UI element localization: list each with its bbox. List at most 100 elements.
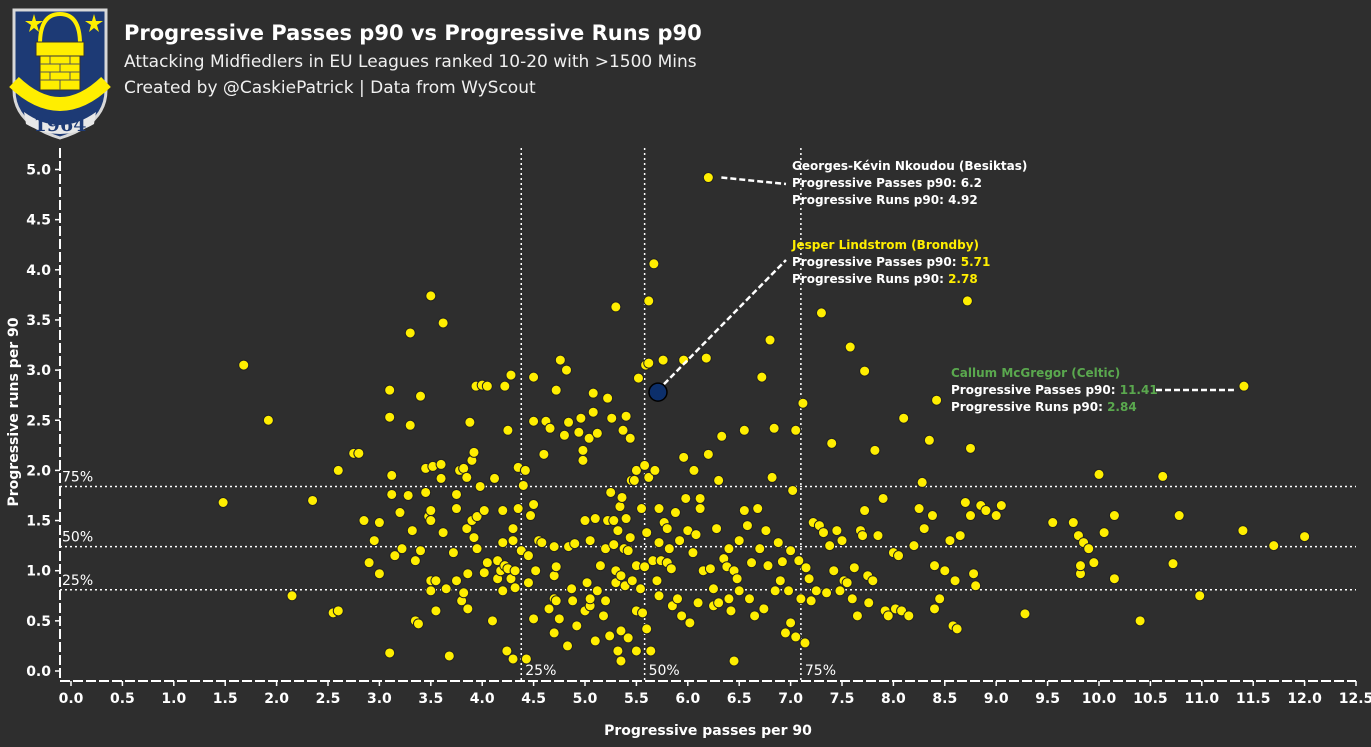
data-point [286, 590, 298, 602]
data-point [575, 412, 587, 424]
y-tick-label: 1.0 [26, 564, 51, 580]
data-point [779, 627, 791, 639]
data-point [776, 556, 788, 568]
data-point [893, 550, 905, 562]
data-point [831, 525, 843, 537]
data-point [404, 419, 416, 431]
data-point [1238, 380, 1250, 392]
data-point [584, 593, 596, 605]
data-point [550, 561, 562, 573]
x-tick-label: 6.5 [727, 691, 752, 707]
data-point [577, 454, 589, 466]
data-point [968, 568, 980, 580]
data-point [826, 437, 838, 449]
data-point [643, 295, 655, 307]
data-point [435, 472, 447, 484]
highlight-point [648, 382, 668, 402]
data-point [702, 448, 714, 460]
data-point [451, 575, 462, 587]
data-point [509, 582, 521, 594]
data-point [641, 623, 653, 635]
data-point [566, 583, 578, 595]
data-point [571, 620, 583, 632]
x-tick-label: 12.0 [1287, 691, 1322, 707]
annotation-runs-label: Progressive Runs p90: [792, 193, 948, 207]
data-point [384, 647, 396, 659]
chart-subtitle: Attacking Midfiedlers in EU Leagues rank… [124, 52, 697, 72]
data-point [723, 593, 735, 605]
data-point [522, 550, 534, 562]
data-point [752, 503, 764, 515]
data-point [461, 471, 473, 483]
data-point [684, 617, 696, 629]
data-point [939, 565, 951, 577]
data-point [711, 523, 723, 535]
data-point [440, 583, 452, 595]
data-point [620, 513, 632, 525]
y-tick-label: 2.0 [26, 463, 51, 479]
data-point [669, 507, 681, 519]
data-point [505, 369, 517, 381]
data-point [598, 610, 610, 622]
data-point [425, 505, 437, 517]
data-point [353, 447, 365, 459]
data-point [637, 607, 649, 619]
data-point [760, 525, 772, 537]
data-point [824, 540, 836, 552]
data-point [610, 301, 622, 313]
data-point [548, 570, 560, 582]
data-point [688, 464, 700, 476]
data-point [649, 464, 661, 476]
data-point [805, 595, 817, 607]
data-point [913, 503, 925, 515]
data-point [704, 563, 716, 575]
data-point [713, 474, 725, 486]
annotation-connector [721, 176, 787, 186]
data-point [462, 568, 474, 580]
data-point [415, 390, 427, 402]
data-point [528, 613, 540, 625]
data-point [437, 317, 449, 329]
y-tick-label: 1.5 [26, 514, 51, 530]
data-point [898, 412, 910, 424]
data-point [916, 476, 928, 488]
data-point [738, 424, 750, 436]
data-point [507, 523, 519, 535]
data-point [961, 295, 973, 307]
data-point [386, 469, 398, 481]
data-point [903, 610, 915, 622]
data-point [396, 543, 408, 555]
data-point [725, 605, 737, 617]
annotation-runs: Progressive Runs p90: 2.84 [951, 400, 1137, 414]
x-tick-label: 7.0 [778, 691, 803, 707]
annotation-runs-value: 2.84 [1107, 400, 1137, 414]
data-point [430, 605, 442, 617]
data-point [754, 543, 766, 555]
data-point [702, 172, 714, 184]
data-point [497, 585, 509, 597]
annotation-runs-label: Progressive Runs p90: [792, 272, 948, 286]
annotation-runs-label: Progressive Runs p90: [951, 400, 1107, 414]
data-point [762, 560, 774, 572]
data-point [1108, 510, 1120, 522]
data-point [499, 380, 511, 392]
data-point [464, 416, 476, 428]
data-point [573, 426, 585, 438]
data-point [954, 530, 966, 542]
data-point [579, 515, 591, 527]
data-point [772, 537, 784, 549]
data-point [951, 623, 963, 635]
data-point [544, 422, 556, 434]
data-point [995, 500, 1007, 512]
data-point [1268, 540, 1280, 552]
data-point [528, 371, 540, 383]
data-point [550, 384, 562, 396]
annotation-passes: Progressive Passes p90: 6.2 [792, 176, 982, 190]
data-point [624, 532, 636, 544]
data-point [661, 523, 673, 535]
data-point [959, 496, 971, 508]
data-point [615, 655, 627, 667]
data-point [608, 515, 620, 527]
annotation-runs-value: 2.78 [948, 272, 978, 286]
x-tick-label: 1.5 [213, 691, 238, 707]
